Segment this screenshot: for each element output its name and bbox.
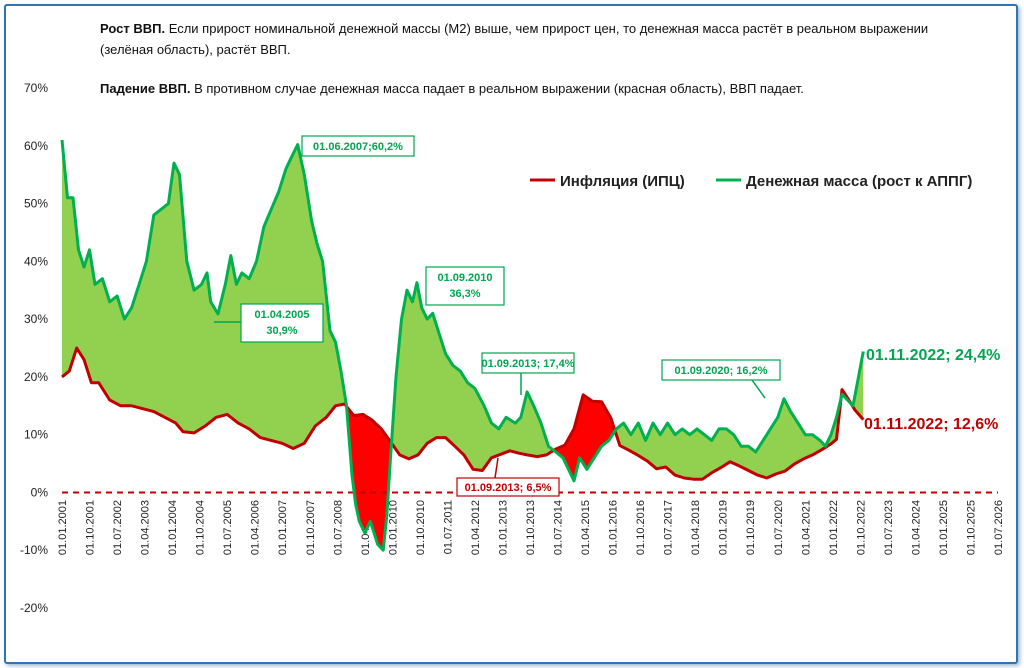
- annotation-box: [301, 135, 415, 157]
- y-tick-label: 40%: [24, 254, 48, 268]
- y-tick-label: -10%: [20, 543, 48, 557]
- x-tick-label: 01.01.2013: [497, 500, 509, 555]
- x-tick-label: 01.04.2006: [250, 500, 262, 555]
- annotation-leader: [494, 457, 499, 479]
- legend-money-label: Денежная масса (рост к АППГ): [746, 173, 972, 190]
- x-tick-label: 01.07.2008: [332, 500, 344, 555]
- x-tick-label: 01.10.2007: [305, 500, 317, 555]
- annotation-box: [456, 477, 560, 497]
- decline-title: Падение ВВП.: [100, 81, 191, 96]
- x-tick-label: 01.07.2011: [442, 500, 454, 554]
- annotation-box: [425, 266, 505, 306]
- y-tick-label: 50%: [24, 197, 48, 211]
- y-tick-label: 20%: [24, 370, 48, 384]
- x-tick-label: 01.07.2023: [883, 500, 895, 555]
- x-tick-label: 01.01.2010: [387, 500, 399, 555]
- y-tick-label: 30%: [24, 312, 48, 326]
- x-tick-label: 01.04.2021: [800, 500, 812, 555]
- annotation-text: 01.09.2020; 16,2%: [675, 365, 768, 377]
- x-tick-label: 01.07.2002: [112, 500, 124, 555]
- x-tick-label: 01.10.2013: [525, 500, 537, 555]
- x-tick-label: 01.01.2004: [167, 500, 179, 555]
- inflation-line: [61, 346, 865, 481]
- y-tick-label: 10%: [24, 428, 48, 442]
- annotation-text: 01.11.2022; 24,4%: [866, 347, 1000, 364]
- annotation-text: 01.11.2022; 12,6%: [864, 416, 998, 433]
- annotation-text: 01.09.2010: [437, 272, 492, 284]
- green-area: [62, 140, 347, 449]
- growth-text: Если прирост номинальной денежной массы …: [100, 21, 929, 57]
- legend-inflation-label: Инфляция (ИПЦ): [560, 173, 685, 190]
- y-tick-label: 70%: [24, 81, 48, 95]
- x-tick-label: 01.10.2016: [635, 500, 647, 555]
- x-tick-label: 01.01.2022: [828, 500, 840, 555]
- x-tick-label: 01.01.2007: [277, 500, 289, 555]
- x-tick-label: 01.10.2025: [965, 500, 977, 555]
- annotation-text: 30,9%: [266, 325, 297, 337]
- money-supply-line: [60, 139, 865, 552]
- x-tick-label: 01.07.2005: [222, 500, 234, 555]
- red-area: [553, 394, 616, 481]
- green-area: [615, 396, 842, 480]
- x-tick-label: 01.10.2022: [855, 500, 867, 555]
- x-tick-label: 01.10.2004: [195, 500, 207, 555]
- annotation-text: 01.09.2013; 6,5%: [465, 482, 552, 494]
- x-tick-label: 01.01.2001: [57, 500, 69, 555]
- growth-title: Рост ВВП.: [100, 21, 166, 36]
- x-tick-label: 01.07.2026: [993, 500, 1005, 555]
- x-tick-label: 01.01.2019: [718, 500, 730, 555]
- annotation-text: 01.04.2005: [254, 309, 309, 321]
- x-tick-label: 01.10.2001: [85, 500, 97, 555]
- decline-text: В противном случае денежная масса падает…: [194, 81, 804, 96]
- annotation-box: [481, 352, 575, 374]
- x-tick-label: 01.04.2015: [580, 500, 592, 555]
- annotation-text: 01.06.2007;60,2%: [313, 141, 403, 153]
- x-tick-label: 01.04.2024: [910, 500, 922, 555]
- annotation-box: [240, 303, 324, 343]
- green-area: [391, 282, 554, 471]
- annotation-text: 36,3%: [449, 288, 480, 300]
- x-tick-label: 01.01.2025: [938, 500, 950, 555]
- x-tick-label: 01.10.2010: [415, 500, 427, 555]
- x-tick-label: 01.07.2014: [553, 500, 565, 555]
- y-tick-label: 60%: [24, 139, 48, 153]
- annotation-text: 01.09.2013; 17,4%: [482, 358, 575, 370]
- x-tick-label: 01.10.2019: [745, 500, 757, 555]
- growth-description: Рост ВВП. Если прирост номинальной денеж…: [100, 18, 930, 60]
- x-tick-label: 01.07.2020: [773, 500, 785, 555]
- annotation-box: [661, 359, 781, 381]
- x-tick-label: 01.04.2018: [690, 500, 702, 555]
- y-tick-label: 0%: [31, 485, 49, 499]
- y-tick-label: -20%: [20, 601, 48, 615]
- x-tick-label: 01.04.2012: [470, 500, 482, 555]
- x-tick-label: 01.01.2016: [608, 500, 620, 555]
- x-tick-label: 01.04.2003: [140, 500, 152, 555]
- x-tick-label: 01.07.2017: [663, 500, 675, 555]
- annotation-leader: [751, 379, 766, 399]
- decline-description: Падение ВВП. В противном случае денежная…: [100, 78, 930, 99]
